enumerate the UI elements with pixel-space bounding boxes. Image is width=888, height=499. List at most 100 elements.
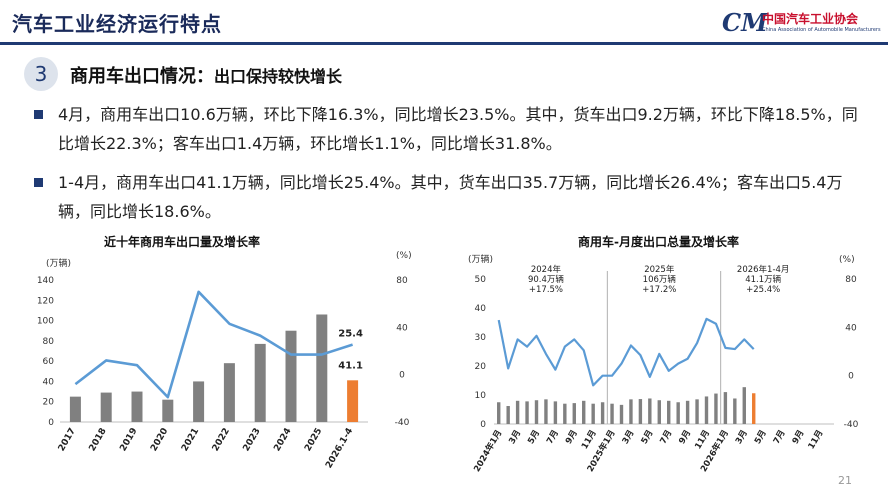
bar-2023 — [254, 343, 266, 422]
bar-5月 — [534, 400, 539, 424]
bar-6月 — [657, 400, 661, 424]
logo-english-name: China Association of Automobile Manufact… — [762, 27, 881, 33]
x-tick-label: 2021 — [180, 427, 201, 454]
y2-tick-label: -40 — [844, 420, 859, 430]
growth-rate-line — [497, 317, 755, 387]
section-title-main: 商用车出口情况： — [70, 66, 214, 87]
y2-tick-label: 0 — [848, 372, 854, 382]
bar-2020 — [162, 399, 174, 422]
bar-8月 — [563, 403, 567, 424]
line-data-label: 25.4 — [338, 329, 363, 340]
bar-3月 — [629, 399, 633, 424]
caam-logo: CM 中国汽车工业协会 China Association of Automob… — [722, 8, 882, 38]
bar-2017 — [69, 396, 81, 422]
x-tick-label: 9月 — [791, 429, 807, 446]
bullet-square-icon — [34, 178, 43, 187]
left-axis-unit: (万辆) — [468, 253, 493, 265]
section-number: 3 — [24, 57, 58, 91]
x-tick-label: 7月 — [658, 429, 674, 446]
bar-9月 — [572, 403, 576, 424]
period-annotation: 2025年 106万辆+17.2% — [642, 264, 676, 295]
title-bar: 汽车工业经济运行特点 CM 中国汽车工业协会 China Association… — [0, 0, 888, 46]
period-annotation-line: 106万辆 — [643, 274, 677, 285]
period-annotation-line: 2025年 — [644, 264, 675, 275]
x-tick-label: 2022 — [211, 427, 232, 454]
bar-2024年1月 — [497, 402, 501, 424]
y2-tick-label: 40 — [396, 323, 408, 333]
y2-tick-label: 0 — [399, 371, 405, 381]
y-tick-label: 140 — [37, 276, 54, 286]
section-title: 商用车出口情况：出口保持较快增长 — [70, 62, 342, 88]
x-tick-label: 2025 — [303, 427, 324, 454]
right-axis-unit: (%) — [839, 255, 855, 265]
section-subtitle: 出口保持较快增长 — [214, 67, 343, 86]
y-tick-label: 20 — [43, 398, 55, 408]
slide-title: 汽车工业经济运行特点 — [12, 12, 222, 36]
y2-tick-label: 80 — [845, 275, 857, 285]
x-tick-label: 3月 — [507, 429, 523, 446]
x-tick-label: 2020 — [149, 427, 170, 454]
x-tick-label: 2018 — [88, 427, 109, 454]
bar-2026.1-4 — [347, 380, 359, 422]
logo-chinese-name: 中国汽车工业协会 — [762, 12, 859, 26]
x-tick-label: 2026.1-4 — [324, 427, 355, 471]
y-tick-label: 20 — [475, 362, 487, 372]
growth-rate-line — [74, 290, 353, 399]
x-tick-label: 2019 — [118, 427, 139, 454]
y-tick-label: 60 — [43, 357, 55, 367]
bullet-paragraph: 4月，商用车出口10.6万辆，环比下降16.3%，同比增长23.5%。其中，货车… — [34, 100, 864, 158]
bar-9月 — [685, 400, 690, 424]
y-tick-label: 10 — [475, 391, 487, 401]
period-annotation: 2026年1-4月 41.1万辆+25.4% — [737, 264, 790, 295]
x-tick-label: 5月 — [526, 429, 542, 446]
bar-2月 — [619, 404, 624, 424]
x-tick-label: 11月 — [580, 429, 599, 452]
bar-4月 — [638, 399, 643, 424]
annual-export-chart: (万辆) (%) 0 20 40 60 80 100 120 140 -40 0 40 80 25.4 41.… — [37, 251, 412, 471]
x-tick-label: 2023 — [242, 427, 263, 454]
bar-2024 — [285, 330, 297, 422]
bullet-text: 1-4月，商用车出口41.1万辆，同比增长25.4%。其中，货车出口35.7万辆… — [58, 173, 843, 221]
annual-chart-title: 近十年商用车出口量及增长率 — [104, 235, 261, 249]
bar-6月 — [544, 399, 548, 424]
right-axis-unit: (%) — [396, 251, 412, 261]
bar-2025年1月 — [610, 403, 614, 424]
bar-12月 — [600, 402, 605, 424]
x-tick-label: 3月 — [621, 429, 637, 446]
y-tick-label: 120 — [37, 296, 54, 306]
y-tick-label: 0 — [48, 418, 54, 428]
y2-tick-label: 40 — [845, 323, 857, 333]
y2-tick-label: -40 — [395, 418, 410, 428]
y-tick-label: 100 — [37, 317, 54, 327]
x-tick-label: 5月 — [753, 429, 769, 446]
bar-7月 — [553, 401, 558, 424]
bar-2021 — [193, 381, 205, 422]
bar-2月 — [506, 406, 510, 424]
bar-8月 — [676, 402, 680, 424]
period-annotation-line: 2024年 — [531, 264, 562, 275]
y2-tick-label: 80 — [396, 276, 408, 286]
bar-data-label: 41.1 — [338, 360, 363, 371]
monthly-chart-title: 商用车-月度出口总量及增长率 — [578, 235, 739, 249]
x-tick-label: 3月 — [734, 429, 750, 446]
caam-logo-icon: CM — [722, 8, 768, 37]
x-tick-label: 7月 — [772, 429, 788, 446]
period-annotation-line: +17.2% — [642, 285, 676, 295]
period-annotation-line: 2026年1-4月 — [737, 264, 790, 275]
bar-2025 — [316, 314, 328, 422]
x-tick-label: 9月 — [564, 429, 580, 446]
bar-3月 — [742, 387, 746, 424]
x-tick-label: 7月 — [545, 429, 561, 446]
x-tick-label: 11月 — [807, 429, 826, 452]
y-tick-label: 40 — [43, 377, 55, 387]
bar-3月 — [515, 400, 520, 424]
y-tick-label: 0 — [480, 420, 486, 430]
y-tick-label: 80 — [43, 337, 55, 347]
bar-5月 — [648, 398, 652, 424]
period-annotation: 2024年 90.4万辆+17.5% — [528, 264, 564, 295]
bar-10月 — [582, 400, 586, 424]
bar-2026年1月 — [723, 392, 728, 424]
x-tick-label: 9月 — [677, 429, 693, 446]
bullet-paragraph: 1-4月，商用车出口41.1万辆，同比增长25.4%。其中，货车出口35.7万辆… — [34, 168, 864, 226]
